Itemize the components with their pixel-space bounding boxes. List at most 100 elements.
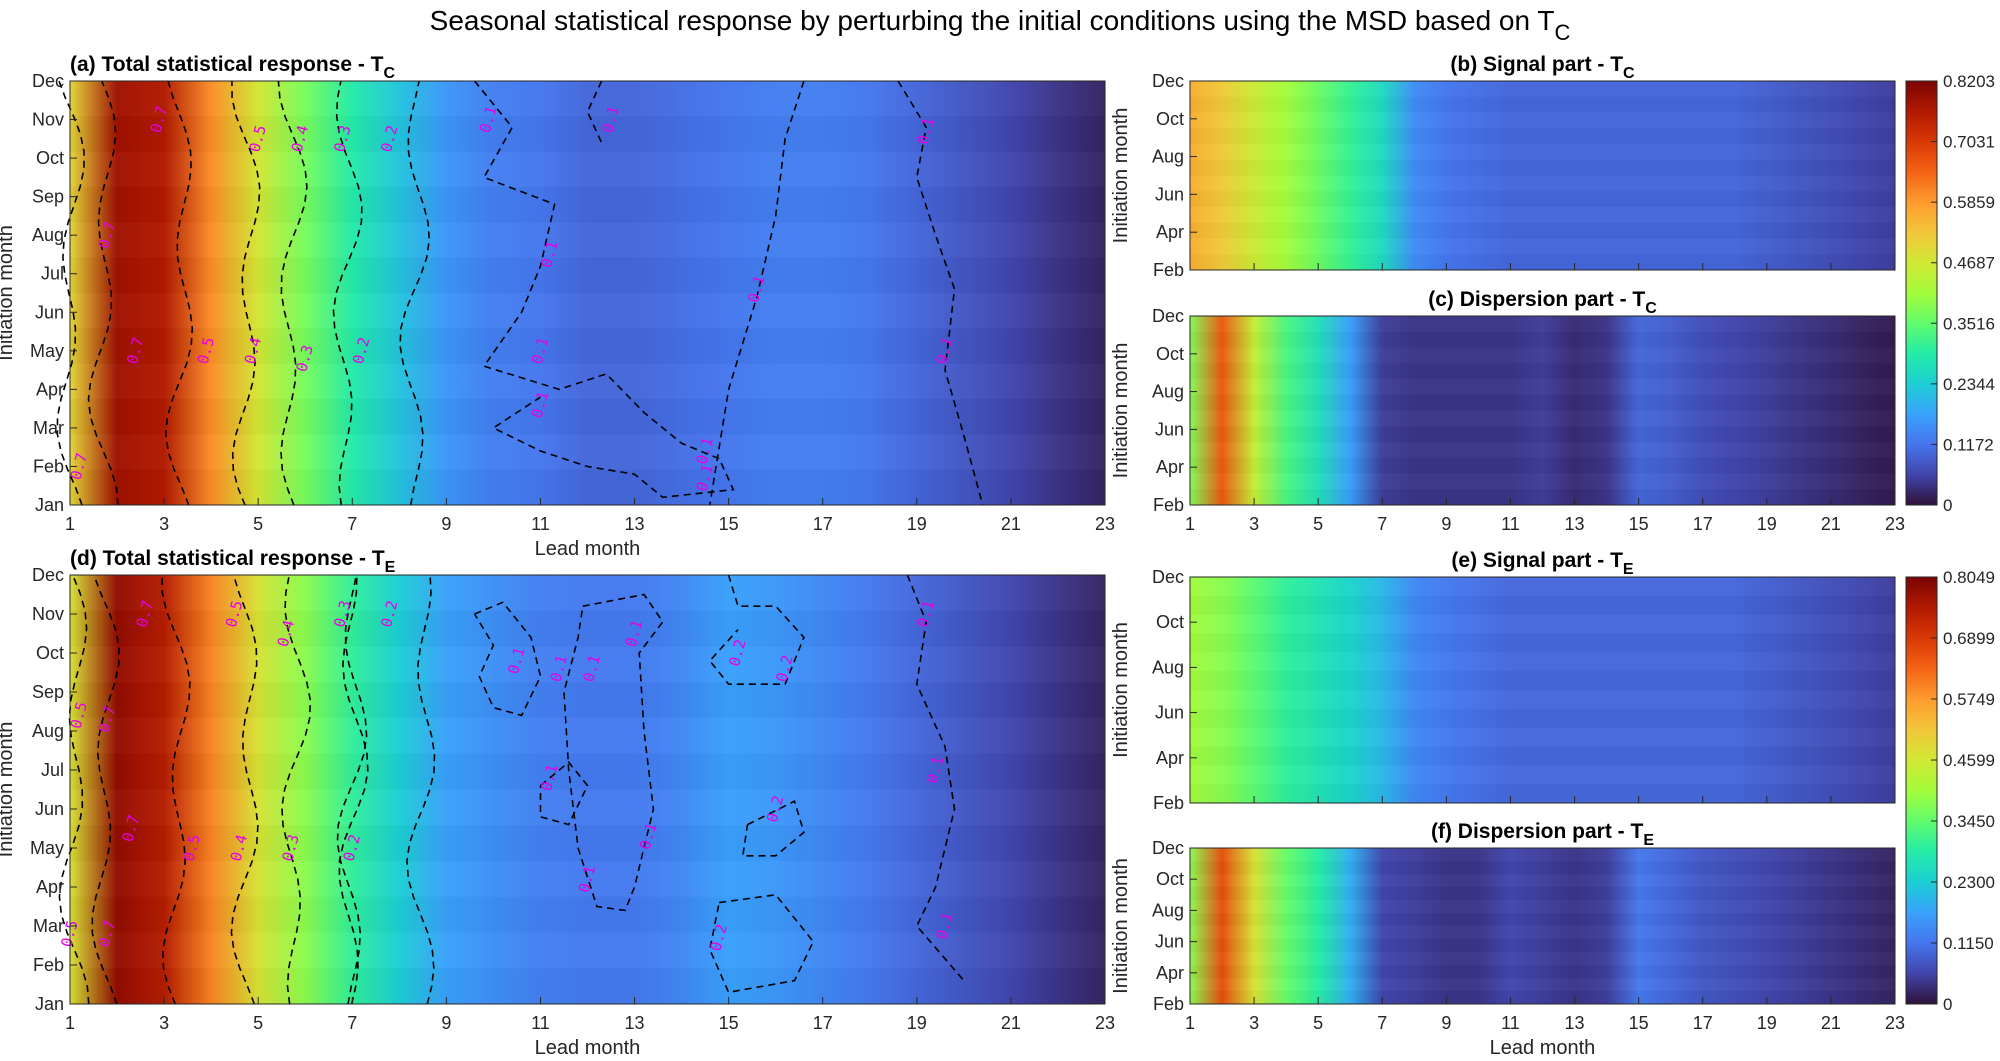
y-tick-label: May — [30, 341, 64, 361]
y-tick-label: Sep — [32, 187, 64, 207]
colorbar-tick-label: 0 — [1943, 995, 1952, 1014]
colorbar-tick-label: 0.3516 — [1943, 314, 1995, 333]
heatmap-band — [70, 222, 1105, 257]
y-tick-label: Dec — [1152, 838, 1184, 858]
y-tick-label: Nov — [32, 604, 64, 624]
contour-line — [87, 80, 119, 506]
panel-title-subscript: E — [1623, 561, 1634, 578]
heatmap-band — [1190, 634, 1895, 653]
panel-title-subscript: C — [1645, 300, 1657, 317]
contour-line — [473, 80, 735, 499]
panel-a: 0.70.70.70.70.50.50.40.40.30.30.20.20.10… — [0, 53, 1115, 560]
panel-title-subscript: E — [1643, 832, 1654, 849]
heatmap-band — [1190, 728, 1895, 747]
heatmap-band — [1190, 874, 1895, 887]
y-tick-label: Apr — [1156, 963, 1184, 983]
x-tick-label: 21 — [1001, 1013, 1021, 1033]
panel-title-b: (b) Signal part - TC — [1450, 53, 1635, 82]
panel-title-subscript: C — [1623, 65, 1635, 82]
panel-title-d: (d) Total statistical response - TE — [70, 547, 396, 576]
y-tick-label: Apr — [1156, 457, 1184, 477]
heatmap-band — [70, 434, 1105, 469]
colorbar-tick-label: 0.2344 — [1943, 375, 1995, 394]
heatmap-band — [1190, 81, 1895, 97]
heatmap-band — [70, 116, 1105, 151]
contour-line — [332, 80, 363, 506]
y-tick-label: Jun — [1155, 703, 1184, 723]
heatmap-band — [1190, 379, 1895, 395]
x-tick-label: 21 — [1821, 1013, 1841, 1033]
heatmap-band — [1190, 144, 1895, 160]
x-tick-label: 9 — [441, 514, 451, 534]
heatmap-f — [1190, 848, 1895, 1004]
heatmap-band — [1190, 474, 1895, 490]
figure-title: Seasonal statistical response by perturb… — [430, 5, 1571, 45]
x-tick-label: 15 — [719, 514, 739, 534]
contour-line — [708, 893, 815, 994]
y-tick-label: Dec — [32, 71, 64, 91]
heatmap-band — [70, 152, 1105, 187]
x-tick-label: 21 — [1821, 514, 1841, 534]
heatmap-band — [1190, 442, 1895, 458]
y-tick-label: Jan — [35, 495, 64, 515]
panel-e: Feb Apr Jun Aug Oct Dec (e) Signal part - TE In… — [1110, 549, 1896, 813]
y-axis-label: Initiation month — [1110, 622, 1132, 758]
x-tick-label: 13 — [1565, 1013, 1585, 1033]
heatmap-b — [1190, 81, 1895, 270]
y-tick-label: Aug — [32, 721, 64, 741]
heatmap-band — [1190, 900, 1895, 913]
contour-line — [56, 80, 85, 506]
colorbar-tick-label: 0.3450 — [1943, 812, 1995, 831]
heatmap-band — [1190, 348, 1895, 364]
heatmap-band — [1190, 316, 1895, 332]
x-tick-label: 9 — [1441, 514, 1451, 534]
y-tick-label: Apr — [1156, 222, 1184, 242]
colorbar-tick-label: 0.8049 — [1943, 568, 1995, 587]
heatmap-band — [1190, 784, 1895, 803]
y-tick-label: Apr — [36, 379, 64, 399]
heatmap-band — [1190, 113, 1895, 129]
heatmap-band — [1190, 160, 1895, 176]
heatmap-band — [1190, 363, 1895, 379]
x-tick-label: 15 — [1629, 1013, 1649, 1033]
y-axis-label: Initiation month — [0, 225, 17, 361]
y-axis-label: Initiation month — [1110, 343, 1132, 479]
heatmap-band — [1190, 952, 1895, 965]
panel-title-text: (a) Total statistical response - T — [70, 53, 384, 76]
x-tick-label: 1 — [1185, 1013, 1195, 1033]
x-tick-label: 1 — [65, 1013, 75, 1033]
panel-title-text: (b) Signal part - T — [1450, 53, 1623, 76]
y-axis-label: Initiation month — [1110, 108, 1132, 244]
contour-line — [91, 574, 120, 1005]
y-tick-label: Mar — [33, 916, 64, 936]
contour-line — [406, 574, 436, 1005]
contour-line — [399, 80, 431, 506]
x-tick-label: 23 — [1095, 1013, 1115, 1033]
panel-title-text: (e) Signal part - T — [1451, 549, 1623, 572]
x-tick-label: 5 — [1313, 514, 1323, 534]
axes-frame-a — [69, 80, 1106, 506]
heatmap-band — [1190, 861, 1895, 874]
y-axis-label: Initiation month — [1110, 858, 1132, 994]
y-axis-label: Initiation month — [0, 722, 17, 858]
x-tick-label: 5 — [253, 514, 263, 534]
y-tick-label: Oct — [36, 643, 64, 663]
heatmap-band — [1190, 596, 1895, 615]
y-tick-label: Aug — [32, 225, 64, 245]
y-tick-label: Oct — [1156, 344, 1184, 364]
x-axis-label: Lead month — [535, 538, 641, 560]
x-tick-label: 5 — [253, 1013, 263, 1033]
heatmap-c — [1190, 316, 1895, 505]
axes-frame-f — [1189, 847, 1896, 1005]
y-tick-label: Feb — [1153, 994, 1184, 1014]
heatmap-band — [70, 754, 1105, 790]
axes-frame-b — [1189, 80, 1896, 271]
y-tick-label: Oct — [1156, 612, 1184, 632]
heatmap-band — [70, 790, 1105, 826]
y-tick-label: Feb — [33, 955, 64, 975]
contour-line — [708, 574, 805, 685]
panel-title-text: (f) Dispersion part - T — [1431, 820, 1644, 843]
contour-line — [906, 574, 965, 982]
heatmap-band — [1190, 671, 1895, 690]
